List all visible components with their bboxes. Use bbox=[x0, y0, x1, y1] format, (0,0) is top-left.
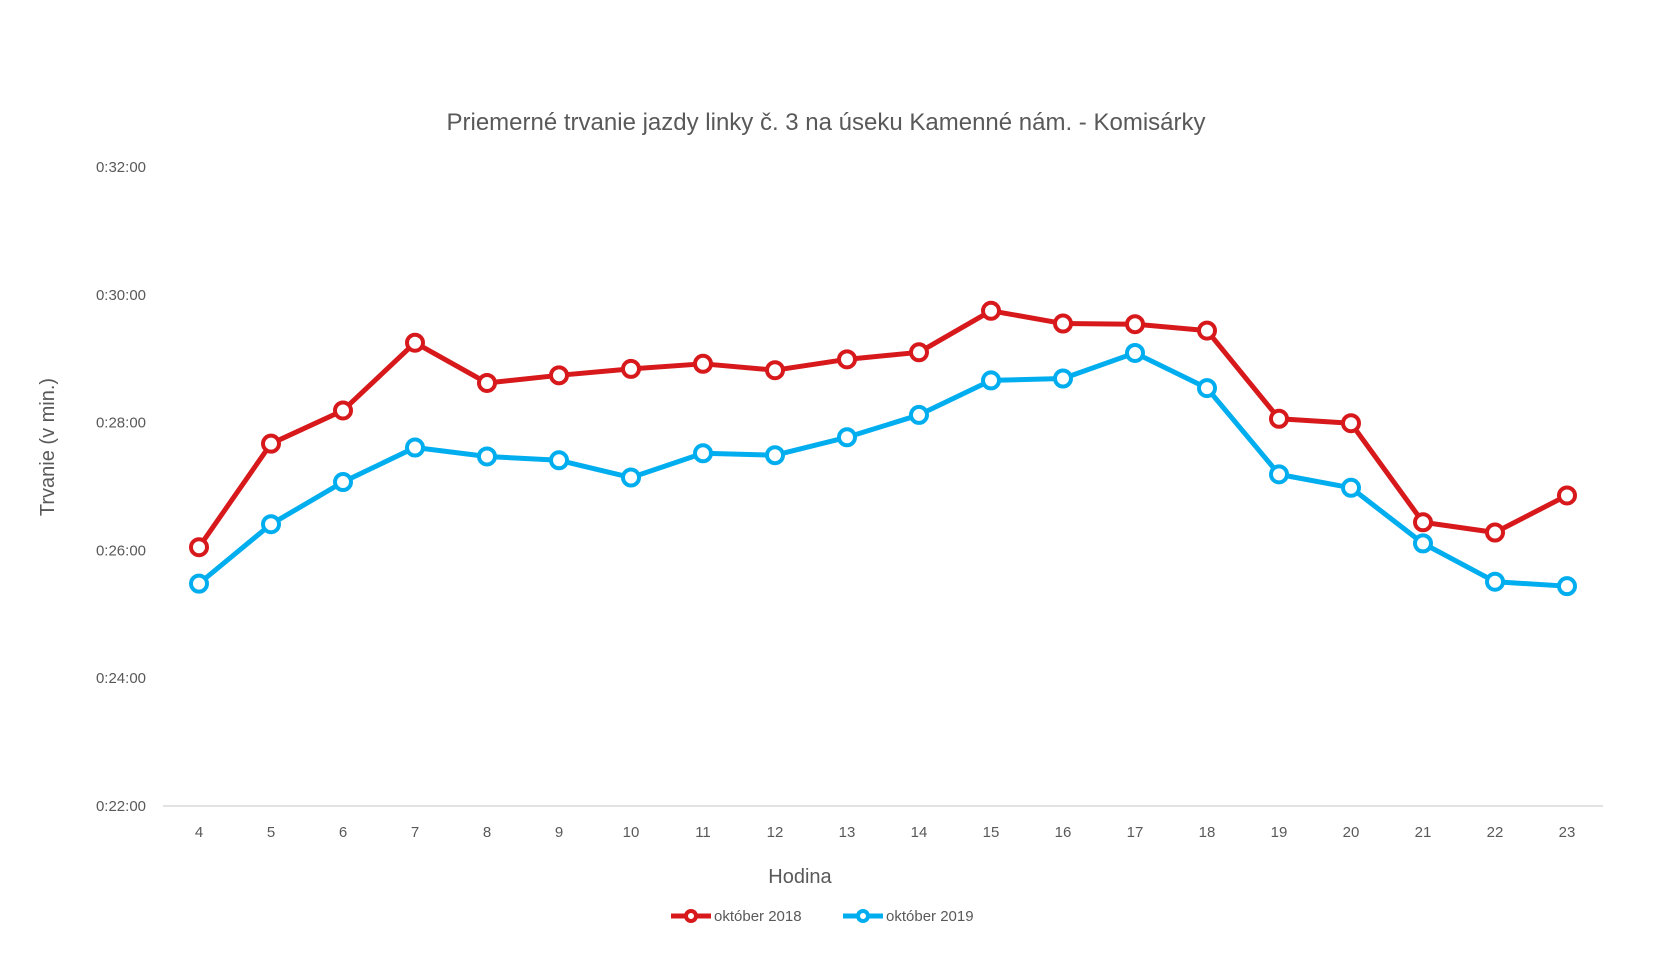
x-tick-label: 16 bbox=[1055, 824, 1072, 841]
x-axis-title: Hodina bbox=[768, 866, 832, 888]
data-point[interactable] bbox=[765, 360, 785, 381]
x-tick-label: 18 bbox=[1199, 824, 1216, 841]
data-point[interactable] bbox=[621, 358, 641, 379]
data-point[interactable] bbox=[405, 332, 425, 353]
series-line bbox=[196, 350, 1570, 589]
series-line bbox=[196, 308, 1570, 550]
x-tick-label: 22 bbox=[1487, 824, 1504, 841]
legend-marker-icon bbox=[684, 909, 698, 923]
data-point[interactable] bbox=[837, 427, 857, 448]
data-point[interactable] bbox=[549, 365, 569, 386]
data-point[interactable] bbox=[1557, 576, 1577, 597]
chart-title: Priemerné trvanie jazdy linky č. 3 na ús… bbox=[447, 109, 1206, 136]
data-point[interactable] bbox=[837, 349, 857, 370]
legend-marker-icon bbox=[856, 909, 870, 923]
data-point[interactable] bbox=[1269, 408, 1289, 429]
x-tick-labels: 4 5 6 7 8 9 10 11 12 13 14 15 16 17 18 19 20 21 22 23 bbox=[195, 824, 1576, 841]
y-tick-label: 0:32:00 bbox=[96, 159, 146, 176]
data-point[interactable] bbox=[909, 342, 929, 363]
y-tick-label: 0:30:00 bbox=[96, 287, 146, 304]
legend: október 2018 október 2019 bbox=[671, 908, 974, 925]
x-tick-label: 20 bbox=[1343, 824, 1360, 841]
x-tick-label: 13 bbox=[839, 824, 856, 841]
data-point[interactable] bbox=[261, 433, 281, 454]
data-point[interactable] bbox=[477, 372, 497, 393]
data-point[interactable] bbox=[1341, 413, 1361, 434]
data-point[interactable] bbox=[1485, 522, 1505, 543]
y-tick-label: 0:26:00 bbox=[96, 542, 146, 559]
data-point[interactable] bbox=[1413, 533, 1433, 554]
x-tick-label: 15 bbox=[983, 824, 1000, 841]
y-tick-label: 0:28:00 bbox=[96, 415, 146, 432]
y-axis-title: Trvanie (v min.) bbox=[37, 378, 59, 516]
data-point[interactable] bbox=[1269, 464, 1289, 485]
legend-label: október 2019 bbox=[886, 908, 974, 925]
x-tick-label: 11 bbox=[695, 824, 711, 841]
data-point[interactable] bbox=[1053, 313, 1073, 334]
data-point[interactable] bbox=[909, 404, 929, 425]
y-tick-labels: 0:22:00 0:24:00 0:26:00 0:28:00 0:30:00 0:32:… bbox=[96, 159, 146, 815]
data-point[interactable] bbox=[981, 370, 1001, 391]
x-tick-label: 23 bbox=[1559, 824, 1576, 841]
data-point[interactable] bbox=[333, 400, 353, 421]
data-point[interactable] bbox=[1341, 477, 1361, 498]
data-point[interactable] bbox=[189, 537, 209, 558]
x-tick-label: 8 bbox=[483, 824, 491, 841]
x-tick-label: 10 bbox=[623, 824, 640, 841]
x-tick-label: 9 bbox=[555, 824, 563, 841]
legend-item[interactable]: október 2018 bbox=[671, 908, 802, 925]
x-tick-label: 21 bbox=[1415, 824, 1432, 841]
series-2 bbox=[189, 342, 1577, 597]
data-point[interactable] bbox=[405, 437, 425, 458]
data-point[interactable] bbox=[981, 300, 1001, 321]
data-point[interactable] bbox=[1485, 571, 1505, 592]
x-tick-label: 17 bbox=[1127, 824, 1144, 841]
data-point[interactable] bbox=[1125, 342, 1145, 363]
data-point[interactable] bbox=[333, 472, 353, 493]
data-point[interactable] bbox=[693, 353, 713, 374]
data-point[interactable] bbox=[261, 514, 281, 535]
legend-item[interactable]: október 2019 bbox=[843, 908, 974, 925]
data-point[interactable] bbox=[1197, 320, 1217, 341]
x-tick-label: 12 bbox=[767, 824, 784, 841]
x-tick-label: 14 bbox=[911, 824, 928, 841]
x-tick-label: 6 bbox=[339, 824, 347, 841]
data-point[interactable] bbox=[765, 445, 785, 466]
data-point[interactable] bbox=[1197, 378, 1217, 399]
x-tick-label: 5 bbox=[267, 824, 275, 841]
data-point[interactable] bbox=[621, 467, 641, 488]
x-tick-label: 19 bbox=[1271, 824, 1288, 841]
y-tick-label: 0:22:00 bbox=[96, 798, 146, 815]
series-1 bbox=[189, 300, 1577, 558]
legend-label: október 2018 bbox=[714, 908, 802, 925]
data-point[interactable] bbox=[693, 443, 713, 464]
data-point[interactable] bbox=[1125, 314, 1145, 335]
data-point[interactable] bbox=[477, 446, 497, 467]
data-point[interactable] bbox=[1413, 512, 1433, 533]
x-tick-label: 7 bbox=[411, 824, 419, 841]
data-point[interactable] bbox=[1053, 368, 1073, 389]
data-point[interactable] bbox=[1557, 485, 1577, 506]
data-point[interactable] bbox=[189, 573, 209, 594]
data-point[interactable] bbox=[549, 450, 569, 471]
y-tick-label: 0:24:00 bbox=[96, 670, 146, 687]
series-layer bbox=[189, 300, 1577, 597]
x-tick-label: 4 bbox=[195, 824, 203, 841]
